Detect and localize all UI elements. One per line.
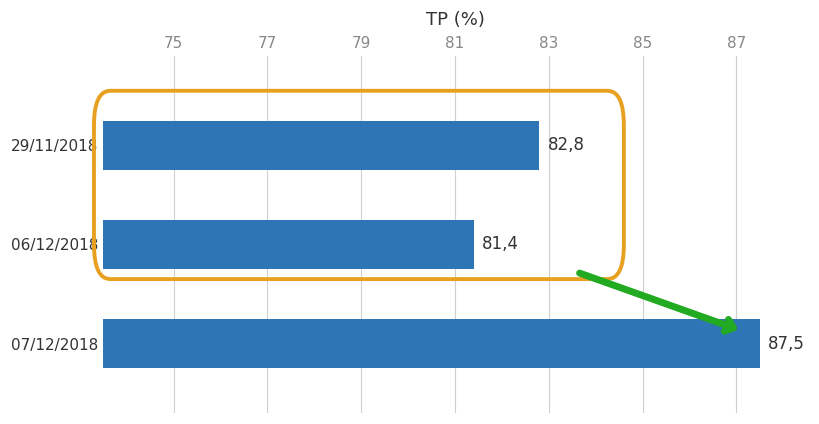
Bar (103, 120, 539, 170)
FancyArrowPatch shape (579, 273, 732, 331)
Bar (103, 319, 759, 368)
Text: 81,4: 81,4 (482, 235, 518, 254)
X-axis label: TP (%): TP (%) (425, 11, 484, 29)
Bar (103, 220, 473, 269)
Text: 87,5: 87,5 (767, 335, 804, 352)
Text: 82,8: 82,8 (547, 136, 584, 154)
